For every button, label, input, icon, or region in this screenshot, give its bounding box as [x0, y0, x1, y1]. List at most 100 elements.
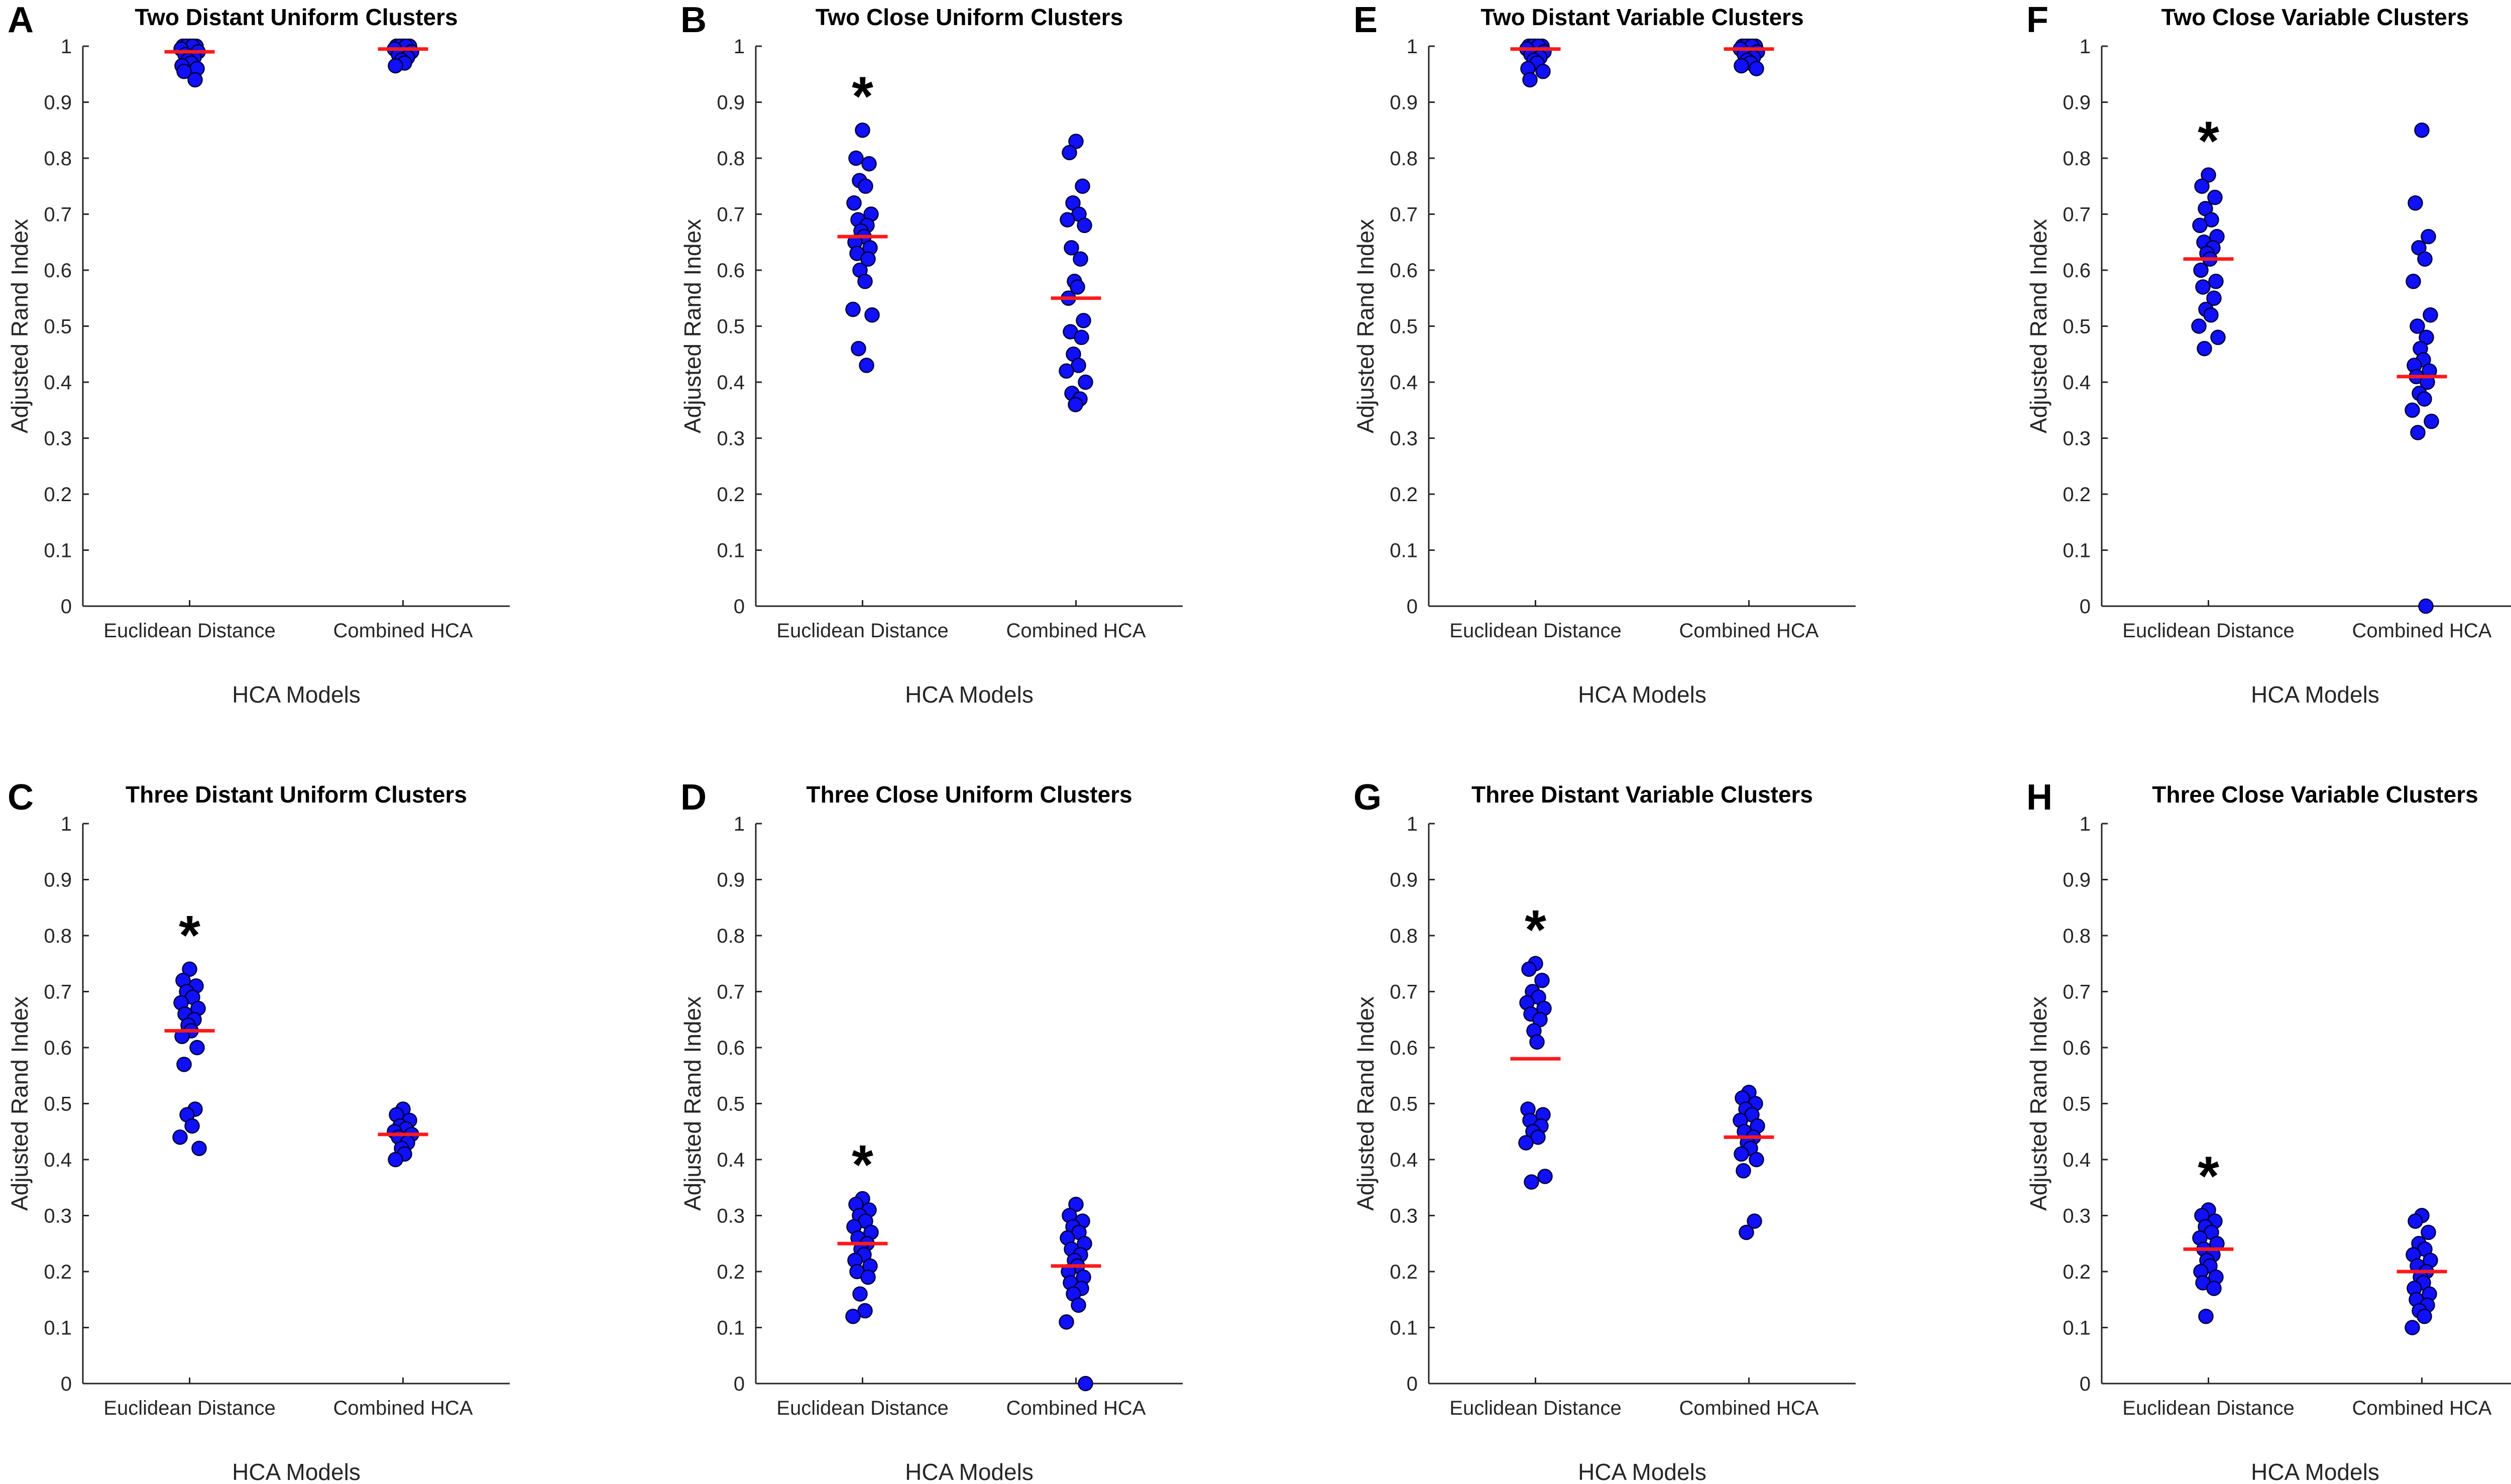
panel-b-y-tick-label: 1 [734, 36, 745, 58]
panel-f-point [2206, 290, 2222, 306]
panel-g-point [1534, 972, 1550, 988]
panel-c-y-tick-label: 0.9 [44, 869, 72, 891]
panel-e-y-tick-label: 0.7 [1390, 204, 1418, 226]
panel-g-y-tick-label: 0.7 [1390, 981, 1418, 1003]
panel-b-letter: B [680, 0, 707, 40]
panel-f-point [2193, 262, 2209, 278]
panel-d-point [852, 1286, 868, 1302]
panel-g-y-tick-label: 0.3 [1390, 1205, 1418, 1227]
panel-a-y-tick-label: 0.3 [44, 428, 72, 450]
panel-g-point [1521, 961, 1537, 977]
panel-d-x-tick-label: Combined HCA [1006, 1397, 1146, 1419]
panel-e-y-tick-label: 0.9 [1390, 92, 1418, 114]
panel-a-point [176, 63, 192, 79]
panel-d-y-tick-label: 0.8 [717, 925, 745, 947]
panel-f-y-tick-label: 1 [2080, 36, 2091, 58]
panel-b-point [848, 150, 864, 166]
panel-f-point [2417, 391, 2432, 407]
panel-b-y-tick-label: 0.7 [717, 204, 745, 226]
panel-g-point [1747, 1213, 1762, 1229]
panel-a-y-tick-label: 0.2 [44, 484, 72, 506]
panel-f-y-tick-label: 0 [2080, 596, 2091, 618]
panel-g-y-tick-label: 0.4 [1390, 1149, 1418, 1171]
panel-d-point [845, 1308, 861, 1324]
panel-e-point [1734, 58, 1749, 74]
panel-b-significance-marker: * [852, 65, 873, 127]
panel-c-title: Three Distant Uniform Clusters [126, 781, 467, 808]
panel-b-y-tick-label: 0.5 [717, 316, 745, 338]
panel-b-point [846, 195, 862, 211]
panel-h-y-axis-label: Adjusted Rand Index [2025, 996, 2051, 1211]
panel-b-point [1070, 279, 1085, 295]
panel-c-y-tick-label: 0.7 [44, 981, 72, 1003]
panel-c-x-tick-label: Combined HCA [333, 1397, 473, 1419]
panel-g-point [1537, 1169, 1553, 1184]
panel-d-y-tick-label: 0.1 [717, 1317, 745, 1339]
panel-a-y-tick-label: 0.5 [44, 316, 72, 338]
panel-c-y-tick-label: 0.3 [44, 1205, 72, 1227]
panel-d-point [1068, 1196, 1084, 1212]
panel-c-y-tick-label: 0.6 [44, 1037, 72, 1059]
panel-b-y-tick-label: 0 [734, 596, 745, 618]
panel-d-title: Three Close Uniform Clusters [806, 781, 1132, 808]
panel-d-y-tick-label: 0.5 [717, 1093, 745, 1115]
panel-b-point [861, 156, 877, 172]
panel-f-point [2194, 178, 2210, 194]
panel-h-y-tick-label: 0 [2080, 1373, 2091, 1395]
panel-e-letter: E [1353, 0, 1378, 40]
panel-a-x-tick-label: Euclidean Distance [103, 620, 275, 642]
panel-a-y-axis-label: Adjusted Rand Index [7, 219, 33, 433]
panel-d-y-tick-label: 1 [734, 813, 745, 835]
panel-c-point [184, 1118, 200, 1134]
panel-b-point [845, 301, 861, 317]
panel-f-significance-marker: * [2198, 110, 2219, 172]
panel-b-point [855, 123, 870, 138]
panel-b-title: Two Close Uniform Clusters [816, 4, 1123, 30]
panel-d-x-tick-label: Euclidean Distance [776, 1397, 948, 1419]
panel-c-y-tick-label: 0.1 [44, 1317, 72, 1339]
panel-a-y-tick-label: 0.1 [44, 540, 72, 562]
panel-e: 0 0.1 0.2 0.3 0.4 0.5 0.6 0.7 0.8 0.9 1 Euclidean D… [1352, 0, 1856, 708]
panel-e-x-tick-label: Combined HCA [1679, 620, 1819, 642]
panel-d-point [1071, 1297, 1086, 1313]
panel-h-point [2421, 1224, 2436, 1240]
panel-d-x-axis-label: HCA Models [905, 1459, 1034, 1484]
panel-c-point [172, 1129, 188, 1145]
panel-b-point [1059, 363, 1074, 379]
panel-d-y-tick-label: 0.2 [717, 1261, 745, 1283]
panel-b-y-tick-label: 0.8 [717, 148, 745, 170]
panel-a-point [388, 58, 403, 74]
panel-g-point [1524, 1174, 1539, 1190]
panel-b-point [1075, 178, 1090, 194]
panel-c-point [388, 1152, 403, 1168]
panel-b-point [1060, 212, 1075, 227]
panel-g-point [1518, 1135, 1534, 1151]
panel-e-x-axis-label: HCA Models [1578, 681, 1706, 708]
panel-a-y-tick-label: 0.8 [44, 148, 72, 170]
panel-g-y-tick-label: 0.6 [1390, 1037, 1418, 1059]
panel-d-y-tick-label: 0.6 [717, 1037, 745, 1059]
panel-f-y-axis-label: Adjusted Rand Index [2025, 219, 2051, 433]
panel-d-y-tick-label: 0.7 [717, 981, 745, 1003]
panel-c-y-tick-label: 0.8 [44, 925, 72, 947]
panel-f-point [2191, 318, 2207, 334]
panel-d-y-tick-label: 0.4 [717, 1149, 745, 1171]
panel-f-point [2195, 279, 2211, 295]
panel-c-point [189, 1040, 205, 1056]
panel-d-point [1059, 1314, 1074, 1330]
panel-h-y-tick-label: 0.4 [2063, 1149, 2091, 1171]
panel-g-x-axis-label: HCA Models [1578, 1459, 1706, 1484]
panel-g-y-tick-label: 0.5 [1390, 1093, 1418, 1115]
panel-a-x-axis-label: HCA Models [232, 681, 361, 708]
panel-f-point [2418, 598, 2434, 614]
panel-b-point [1078, 374, 1093, 390]
panel-b-y-tick-label: 0.3 [717, 428, 745, 450]
panel-h-y-tick-label: 0.2 [2063, 1261, 2091, 1283]
panel-g-point [1739, 1224, 1754, 1240]
panel-d-letter: D [680, 777, 707, 818]
panel-f-y-tick-label: 0.7 [2063, 204, 2091, 226]
panel-h-y-tick-label: 0.8 [2063, 925, 2091, 947]
panel-f-y-tick-label: 0.8 [2063, 148, 2091, 170]
panel-g-title: Three Distant Variable Clusters [1471, 781, 1813, 808]
